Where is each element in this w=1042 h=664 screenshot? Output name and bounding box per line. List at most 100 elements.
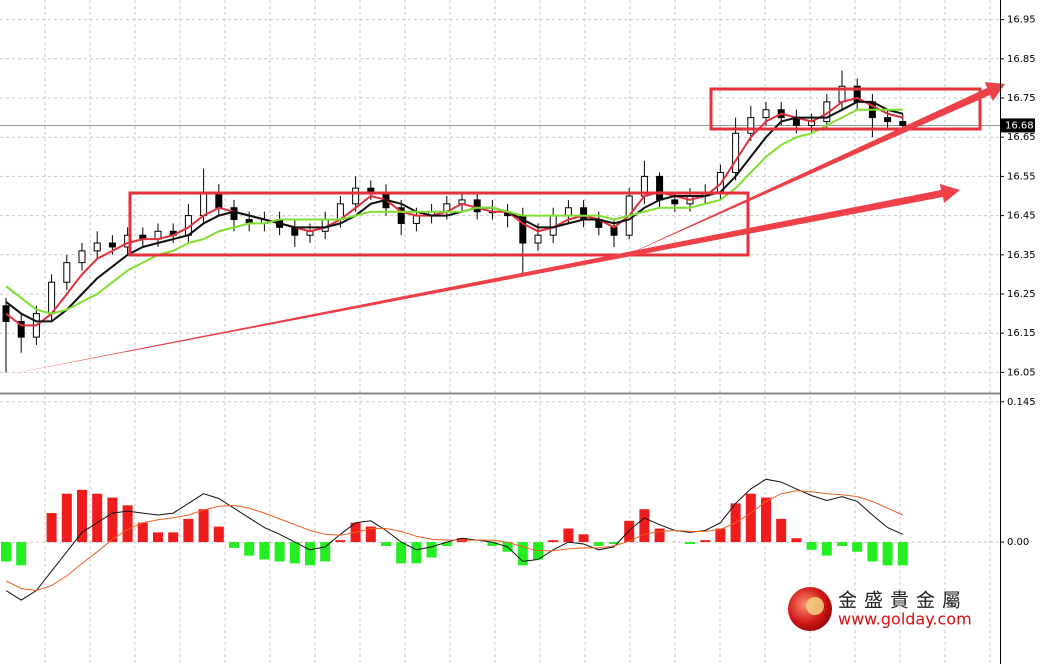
y-tick-label: 16.15 — [1007, 328, 1036, 339]
histogram-bar — [153, 532, 163, 543]
watermark-name: 金盛貴金屬 — [838, 590, 968, 612]
histogram-bar — [1, 542, 11, 562]
histogram-bar — [381, 542, 391, 546]
candle-body — [747, 117, 755, 134]
histogram-bar — [609, 542, 619, 545]
candle-body — [63, 262, 71, 283]
candle-body — [17, 320, 25, 338]
candle-body — [610, 226, 618, 236]
range-box — [709, 87, 982, 131]
candle-body — [580, 207, 588, 221]
candle-body — [352, 187, 360, 205]
y-tick-label: 16.35 — [1007, 250, 1036, 261]
histogram-bar — [624, 520, 635, 543]
histogram-bar — [882, 542, 893, 566]
histogram-bar — [137, 522, 148, 543]
histogram-bar — [548, 540, 559, 543]
histogram-bar — [867, 542, 878, 562]
y-tick-label: 0.145 — [1007, 397, 1036, 408]
candle-body — [899, 121, 907, 126]
y-tick-label: 0.00 — [1007, 537, 1029, 548]
candle-body — [78, 250, 86, 264]
moving-average — [5, 100, 904, 323]
candle-body — [367, 187, 375, 193]
candle-body — [656, 175, 664, 201]
candle-body — [732, 132, 740, 173]
y-tick-label: 16.45 — [1007, 211, 1036, 222]
candle-body — [93, 242, 101, 252]
marks — [0, 70, 1000, 601]
histogram-bar — [426, 542, 437, 558]
candle-body — [48, 281, 56, 315]
axis-labels: 16.05 16.15 16.25 16.35 16.45 16.55 16.65 16.75… — [1000, 15, 1036, 548]
histogram-bar — [715, 528, 726, 543]
histogram-bar — [16, 542, 27, 566]
last-price-box — [1001, 118, 1035, 133]
histogram-bar — [563, 528, 574, 543]
histogram-bar — [77, 489, 87, 543]
histogram-bar — [745, 493, 756, 543]
histogram-bar — [305, 542, 315, 566]
logo — [806, 597, 824, 615]
last-price-label: 16.68 — [1005, 120, 1034, 131]
candle-body — [671, 199, 679, 205]
candle-body — [108, 242, 116, 248]
histogram-bar — [685, 542, 695, 545]
histogram-bar — [168, 532, 179, 543]
watermark-url: www.golday.com — [838, 610, 972, 629]
histogram-bar — [806, 542, 817, 550]
y-tick-label: 16.65 — [1007, 132, 1036, 143]
histogram-bar — [700, 540, 711, 543]
candle-body — [412, 215, 420, 224]
histogram-bar — [61, 493, 72, 543]
histogram-bar — [320, 542, 331, 562]
candle-body — [762, 109, 770, 119]
histogram-bar — [274, 542, 285, 562]
histogram-bar — [107, 497, 118, 543]
annotations — [5, 82, 1005, 375]
candle-body — [230, 207, 238, 221]
moving-average — [5, 96, 904, 327]
histogram-bar — [46, 513, 57, 543]
watermark: 金盛貴金屬 www.golday.com — [788, 587, 972, 631]
histogram-bar — [776, 518, 787, 543]
histogram-bar — [791, 538, 802, 543]
histogram-bar — [654, 528, 665, 543]
y-tick-label: 16.85 — [1007, 54, 1036, 65]
histogram-bar — [244, 542, 255, 556]
y-tick-label: 16.75 — [1007, 93, 1036, 104]
histogram-bar — [229, 542, 239, 548]
range-box — [128, 191, 750, 257]
candle-body — [200, 191, 208, 217]
trend-arrow — [5, 184, 960, 375]
histogram-bar — [441, 542, 452, 546]
y-tick-label: 16.25 — [1007, 289, 1036, 300]
histogram-bar — [517, 542, 528, 566]
histogram-bar — [259, 542, 270, 560]
histogram-bar — [593, 542, 604, 546]
candle-body — [564, 207, 572, 217]
histogram-bar — [821, 542, 832, 556]
histogram-bar — [92, 493, 103, 543]
histogram-bar — [639, 509, 650, 543]
histogram-bar — [365, 526, 376, 543]
histogram-bar — [411, 542, 422, 564]
histogram-bar — [852, 542, 863, 552]
trend-arrow — [620, 82, 1005, 258]
histogram-bar — [761, 497, 771, 543]
histogram-bar — [289, 542, 300, 564]
candle-body — [884, 117, 892, 123]
histogram-bar — [396, 542, 407, 564]
candle-body — [473, 199, 481, 213]
histogram-bar — [335, 540, 346, 543]
histogram-bar — [897, 542, 908, 566]
histogram-bar — [183, 518, 194, 543]
moving-average — [5, 108, 903, 315]
histogram-bar — [213, 526, 224, 543]
histogram-bar — [487, 542, 498, 546]
candle-body — [397, 207, 405, 224]
y-tick-label: 16.95 — [1007, 15, 1036, 26]
histogram-bar — [837, 542, 847, 546]
histogram-bar — [198, 509, 209, 543]
